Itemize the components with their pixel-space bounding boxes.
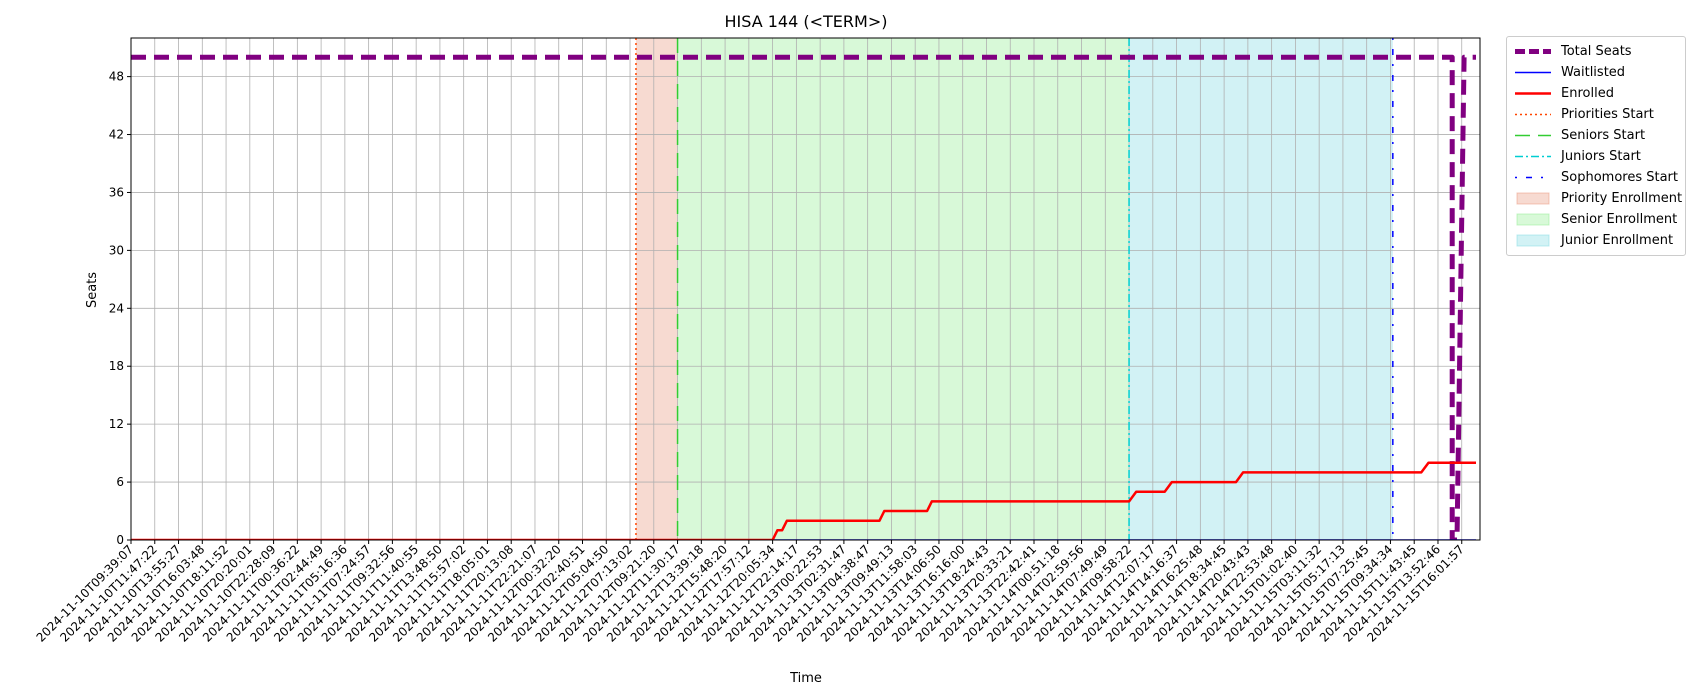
y-tick-label: 48 — [109, 70, 124, 84]
legend-item: Junior Enrollment — [1507, 230, 1685, 251]
y-tick-label: 42 — [109, 128, 124, 142]
y-tick-label: 30 — [109, 243, 124, 257]
span-0 — [635, 38, 678, 540]
legend-item: Total Seats — [1507, 41, 1685, 62]
legend-label: Juniors Start — [1561, 149, 1641, 164]
legend-swatch — [1516, 192, 1550, 205]
legend-item: Seniors Start — [1507, 125, 1685, 146]
legend-swatch — [1516, 234, 1550, 247]
legend-label: Waitlisted — [1561, 65, 1626, 80]
legend-item: Priorities Start — [1507, 104, 1685, 125]
legend-patch — [1516, 192, 1550, 205]
legend-swatch — [1515, 92, 1551, 95]
legend-label: Priority Enrollment — [1561, 191, 1683, 206]
chart-title: HISA 144 (<TERM>) — [725, 12, 888, 31]
legend-item: Waitlisted — [1507, 62, 1685, 83]
legend-item: Sophomores Start — [1507, 167, 1685, 188]
legend: Total Seats Waitlisted Enrolled Priorities … — [1506, 36, 1686, 256]
plot-frame — [130, 37, 1481, 541]
legend-label: Total Seats — [1561, 44, 1632, 59]
y-tick-label: 12 — [109, 417, 124, 431]
legend-item: Juniors Start — [1507, 146, 1685, 167]
legend-swatch — [1515, 176, 1551, 179]
legend-label: Junior Enrollment — [1561, 233, 1674, 248]
span-2 — [1129, 38, 1393, 540]
y-tick-label: 18 — [109, 359, 124, 373]
legend-swatch — [1515, 134, 1551, 137]
legend-item: Priority Enrollment — [1507, 188, 1685, 209]
legend-swatch — [1515, 113, 1551, 116]
legend-swatch — [1516, 213, 1550, 226]
y-axis-label: Seats — [85, 272, 100, 308]
legend-patch — [1516, 213, 1550, 226]
span-1 — [677, 38, 1130, 540]
y-tick-label: 36 — [109, 185, 124, 199]
x-axis-label: Time — [789, 671, 822, 686]
legend-label: Senior Enrollment — [1561, 212, 1678, 227]
y-tick-label: 24 — [109, 301, 124, 315]
y-tick-label: 0 — [116, 533, 124, 547]
legend-label: Seniors Start — [1561, 128, 1646, 143]
legend-item: Senior Enrollment — [1507, 209, 1685, 230]
legend-label: Priorities Start — [1561, 107, 1654, 122]
legend-item: Enrolled — [1507, 83, 1685, 104]
legend-label: Enrolled — [1561, 86, 1614, 101]
legend-label: Sophomores Start — [1561, 170, 1678, 185]
legend-swatch — [1515, 71, 1551, 74]
legend-swatch — [1515, 49, 1551, 54]
legend-patch — [1516, 234, 1550, 247]
series-line-2 — [131, 461, 1476, 540]
y-tick-label: 6 — [116, 475, 124, 489]
legend-swatch — [1515, 155, 1551, 158]
